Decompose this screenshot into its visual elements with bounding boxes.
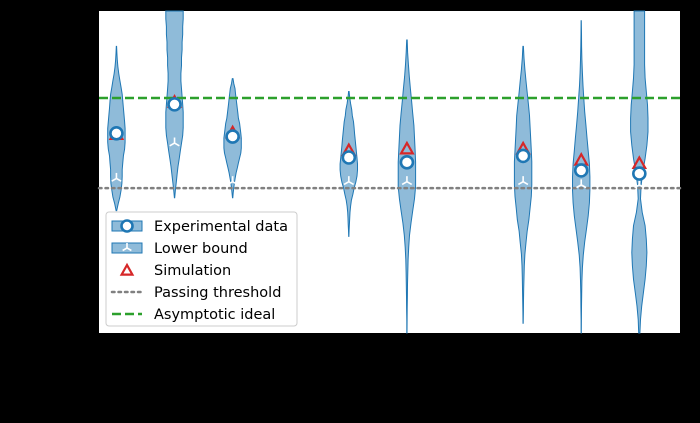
legend-label: Passing threshold	[154, 285, 281, 301]
experimental-point-1	[109, 126, 124, 141]
lower-bound-point-4	[343, 176, 355, 186]
experimental-point-7	[573, 163, 589, 178]
legend-label: Experimental data	[154, 219, 288, 235]
violin-6	[513, 45, 533, 324]
legend-label: Asymptotic ideal	[154, 307, 275, 323]
lower-bound-point-2	[169, 137, 180, 147]
legend-item-simulation: Simulation	[119, 262, 231, 279]
legend-item-passing-threshold: Passing threshold	[110, 285, 281, 301]
experimental-point-2	[167, 97, 182, 112]
experimental-point-3	[225, 129, 240, 144]
legend-item-lower-bound: Lower bound	[111, 241, 248, 257]
lower-bound-point-3	[227, 176, 238, 186]
markers-layer	[108, 94, 648, 189]
experimental-point-6	[515, 148, 531, 164]
legend: Experimental data Lower bound Simulation Pa…	[105, 211, 298, 327]
lower-bound-point-7	[576, 179, 587, 189]
experimental-point-8	[632, 166, 647, 181]
legend-tri-marker	[122, 243, 132, 252]
lower-bound-point-6	[517, 176, 529, 186]
simulation-point-5	[399, 140, 415, 155]
legend-triangle-marker	[119, 262, 135, 276]
legend-circle-marker	[120, 219, 134, 233]
lower-bound-point-5	[401, 176, 413, 186]
legend-label: Lower bound	[154, 241, 248, 257]
legend-box	[105, 211, 298, 327]
legend-item-asymptotic-ideal: Asymptotic ideal	[112, 307, 275, 323]
experimental-point-5	[399, 155, 415, 170]
violin-5	[397, 39, 417, 334]
legend-label: Simulation	[154, 263, 231, 279]
experimental-point-4	[341, 150, 357, 165]
lower-bound-point-1	[111, 172, 122, 182]
reference-lines-layer	[97, 96, 682, 190]
legend-item-experimental-data: Experimental data	[111, 219, 288, 235]
